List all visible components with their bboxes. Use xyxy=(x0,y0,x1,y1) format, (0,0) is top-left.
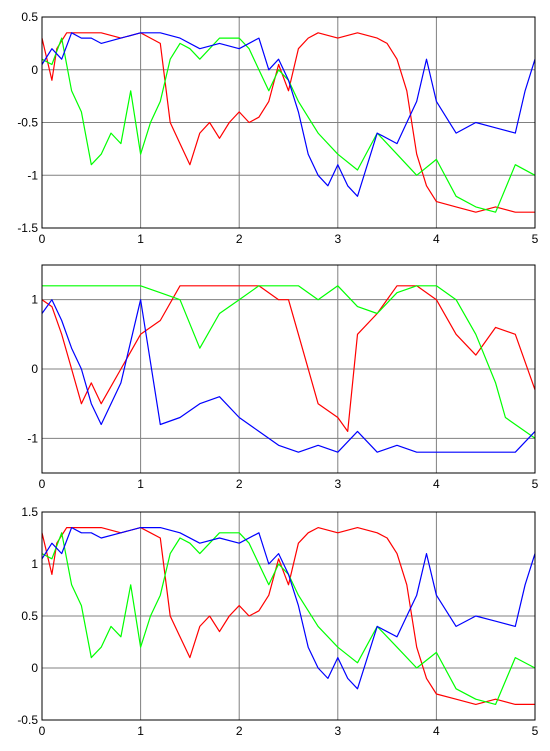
x-tick-label: 4 xyxy=(433,724,440,738)
series-line-3 xyxy=(41,526,536,690)
y-tick-label: 0.5 xyxy=(21,10,38,24)
x-tick-label: 1 xyxy=(137,232,144,246)
y-tick-label: 0 xyxy=(31,362,38,376)
x-tick-label: 0 xyxy=(39,232,46,246)
x-tick-label: 1 xyxy=(137,477,144,491)
series-line-2 xyxy=(42,285,536,439)
y-tick-label: 0.5 xyxy=(21,609,38,623)
y-tick-label: 0 xyxy=(31,661,38,675)
plot-panel-2: 0 1 2 3 4 5 1 0 -1 xyxy=(27,264,539,491)
y-tick-label: 0 xyxy=(31,63,38,77)
y-tick-label: -0.5 xyxy=(17,116,38,130)
x-tick-label: 4 xyxy=(433,232,440,246)
x-tick-label: 5 xyxy=(532,724,539,738)
plot-panel-1: 0 1 2 3 4 5 0.5 0 -0.5 -1 -1.5 xyxy=(17,10,538,246)
plot-frame xyxy=(41,511,536,721)
x-tick-label: 2 xyxy=(236,232,243,246)
plot-frame xyxy=(41,16,536,229)
plot-frame xyxy=(41,264,536,474)
x-tick-label: 5 xyxy=(532,232,539,246)
x-tick-label: 0 xyxy=(39,724,46,738)
x-tick-label: 3 xyxy=(334,232,341,246)
x-tick-label: 2 xyxy=(236,477,243,491)
x-tick-label: 0 xyxy=(39,477,46,491)
y-tick-label: -0.5 xyxy=(17,713,38,727)
x-tick-label: 5 xyxy=(532,477,539,491)
series-line-3 xyxy=(41,32,536,197)
x-tick-label: 4 xyxy=(433,477,440,491)
series-line-2 xyxy=(41,532,536,706)
series-line-3 xyxy=(41,299,536,453)
x-tick-label: 2 xyxy=(236,724,243,738)
series-line-2 xyxy=(41,37,536,213)
y-tick-label: -1 xyxy=(27,168,38,182)
plot-panel-3: 0 1 2 3 4 51.510.50-0.5 xyxy=(17,505,538,738)
x-tick-label: 1 xyxy=(137,724,144,738)
y-tick-label: 1 xyxy=(31,557,38,571)
y-tick-label: -1 xyxy=(27,431,38,445)
series-line-1 xyxy=(41,285,536,432)
y-tick-label: -1.5 xyxy=(17,221,38,235)
x-tick-label: 3 xyxy=(334,477,341,491)
y-tick-label: 1 xyxy=(31,293,38,307)
y-tick-label: 1.5 xyxy=(21,505,38,519)
x-tick-label: 3 xyxy=(334,724,341,738)
